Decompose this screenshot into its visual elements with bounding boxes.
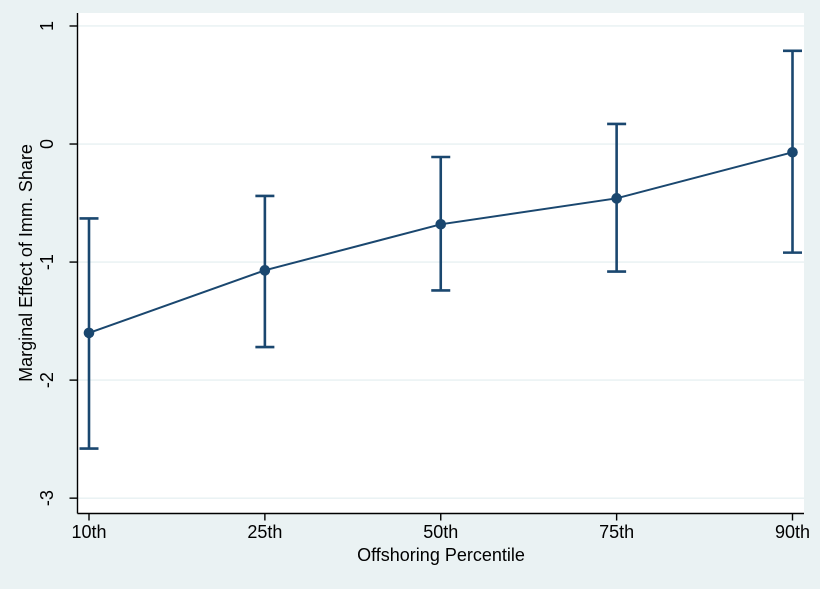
y-tick-label: 1 [37, 21, 57, 31]
x-tick-label: 90th [775, 522, 810, 542]
x-tick-label: 75th [599, 522, 634, 542]
x-tick-label: 50th [423, 522, 458, 542]
x-tick-label: 10th [71, 522, 106, 542]
y-tick-label: -1 [37, 254, 57, 270]
y-axis-title: Marginal Effect of Imm. Share [16, 144, 36, 382]
axes [69, 13, 804, 521]
data-point-marker [259, 265, 271, 276]
y-tick-label: 0 [37, 139, 57, 149]
data-point-marker [611, 193, 622, 204]
y-tick-label: -3 [37, 490, 57, 506]
y-tick-label: -2 [37, 372, 57, 388]
data-point-marker [83, 327, 95, 339]
x-axis-title: Offshoring Percentile [357, 545, 525, 565]
data-point-marker [435, 218, 447, 230]
data-point-marker [787, 146, 798, 158]
x-tick-label: 25th [247, 522, 282, 542]
tick-labels: 1 0 -1 -2 -3 10th 25th 50th 75th 90th [37, 21, 810, 542]
series-marginal-effect [79, 49, 802, 450]
